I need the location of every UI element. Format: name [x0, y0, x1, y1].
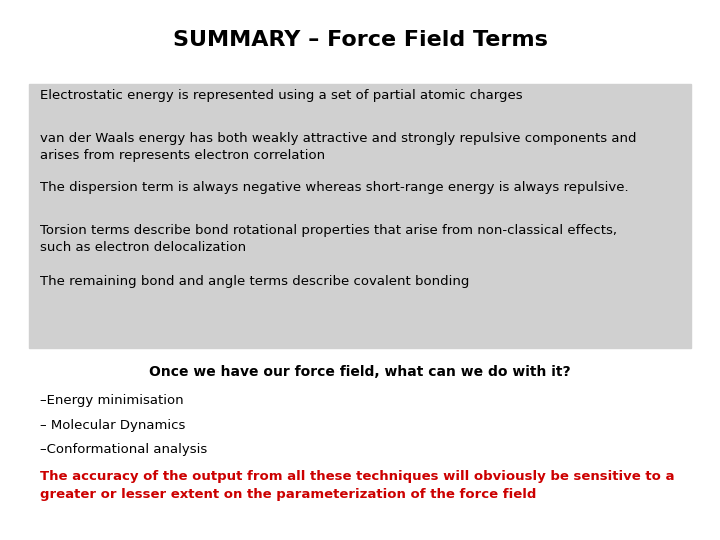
Text: Once we have our force field, what can we do with it?: Once we have our force field, what can w…: [149, 364, 571, 379]
Text: – Molecular Dynamics: – Molecular Dynamics: [40, 418, 185, 431]
Text: Torsion terms describe bond rotational properties that arise from non-classical : Torsion terms describe bond rotational p…: [40, 224, 616, 254]
Text: The remaining bond and angle terms describe covalent bonding: The remaining bond and angle terms descr…: [40, 275, 469, 288]
Text: Electrostatic energy is represented using a set of partial atomic charges: Electrostatic energy is represented usin…: [40, 89, 522, 102]
Text: –Energy minimisation: –Energy minimisation: [40, 394, 183, 407]
Text: van der Waals energy has both weakly attractive and strongly repulsive component: van der Waals energy has both weakly att…: [40, 132, 636, 163]
Text: The dispersion term is always negative whereas short-range energy is always repu: The dispersion term is always negative w…: [40, 181, 629, 194]
FancyBboxPatch shape: [29, 84, 691, 348]
Text: The accuracy of the output from all these techniques will obviously be sensitive: The accuracy of the output from all thes…: [40, 470, 674, 501]
Text: SUMMARY – Force Field Terms: SUMMARY – Force Field Terms: [173, 30, 547, 50]
Text: –Conformational analysis: –Conformational analysis: [40, 443, 207, 456]
